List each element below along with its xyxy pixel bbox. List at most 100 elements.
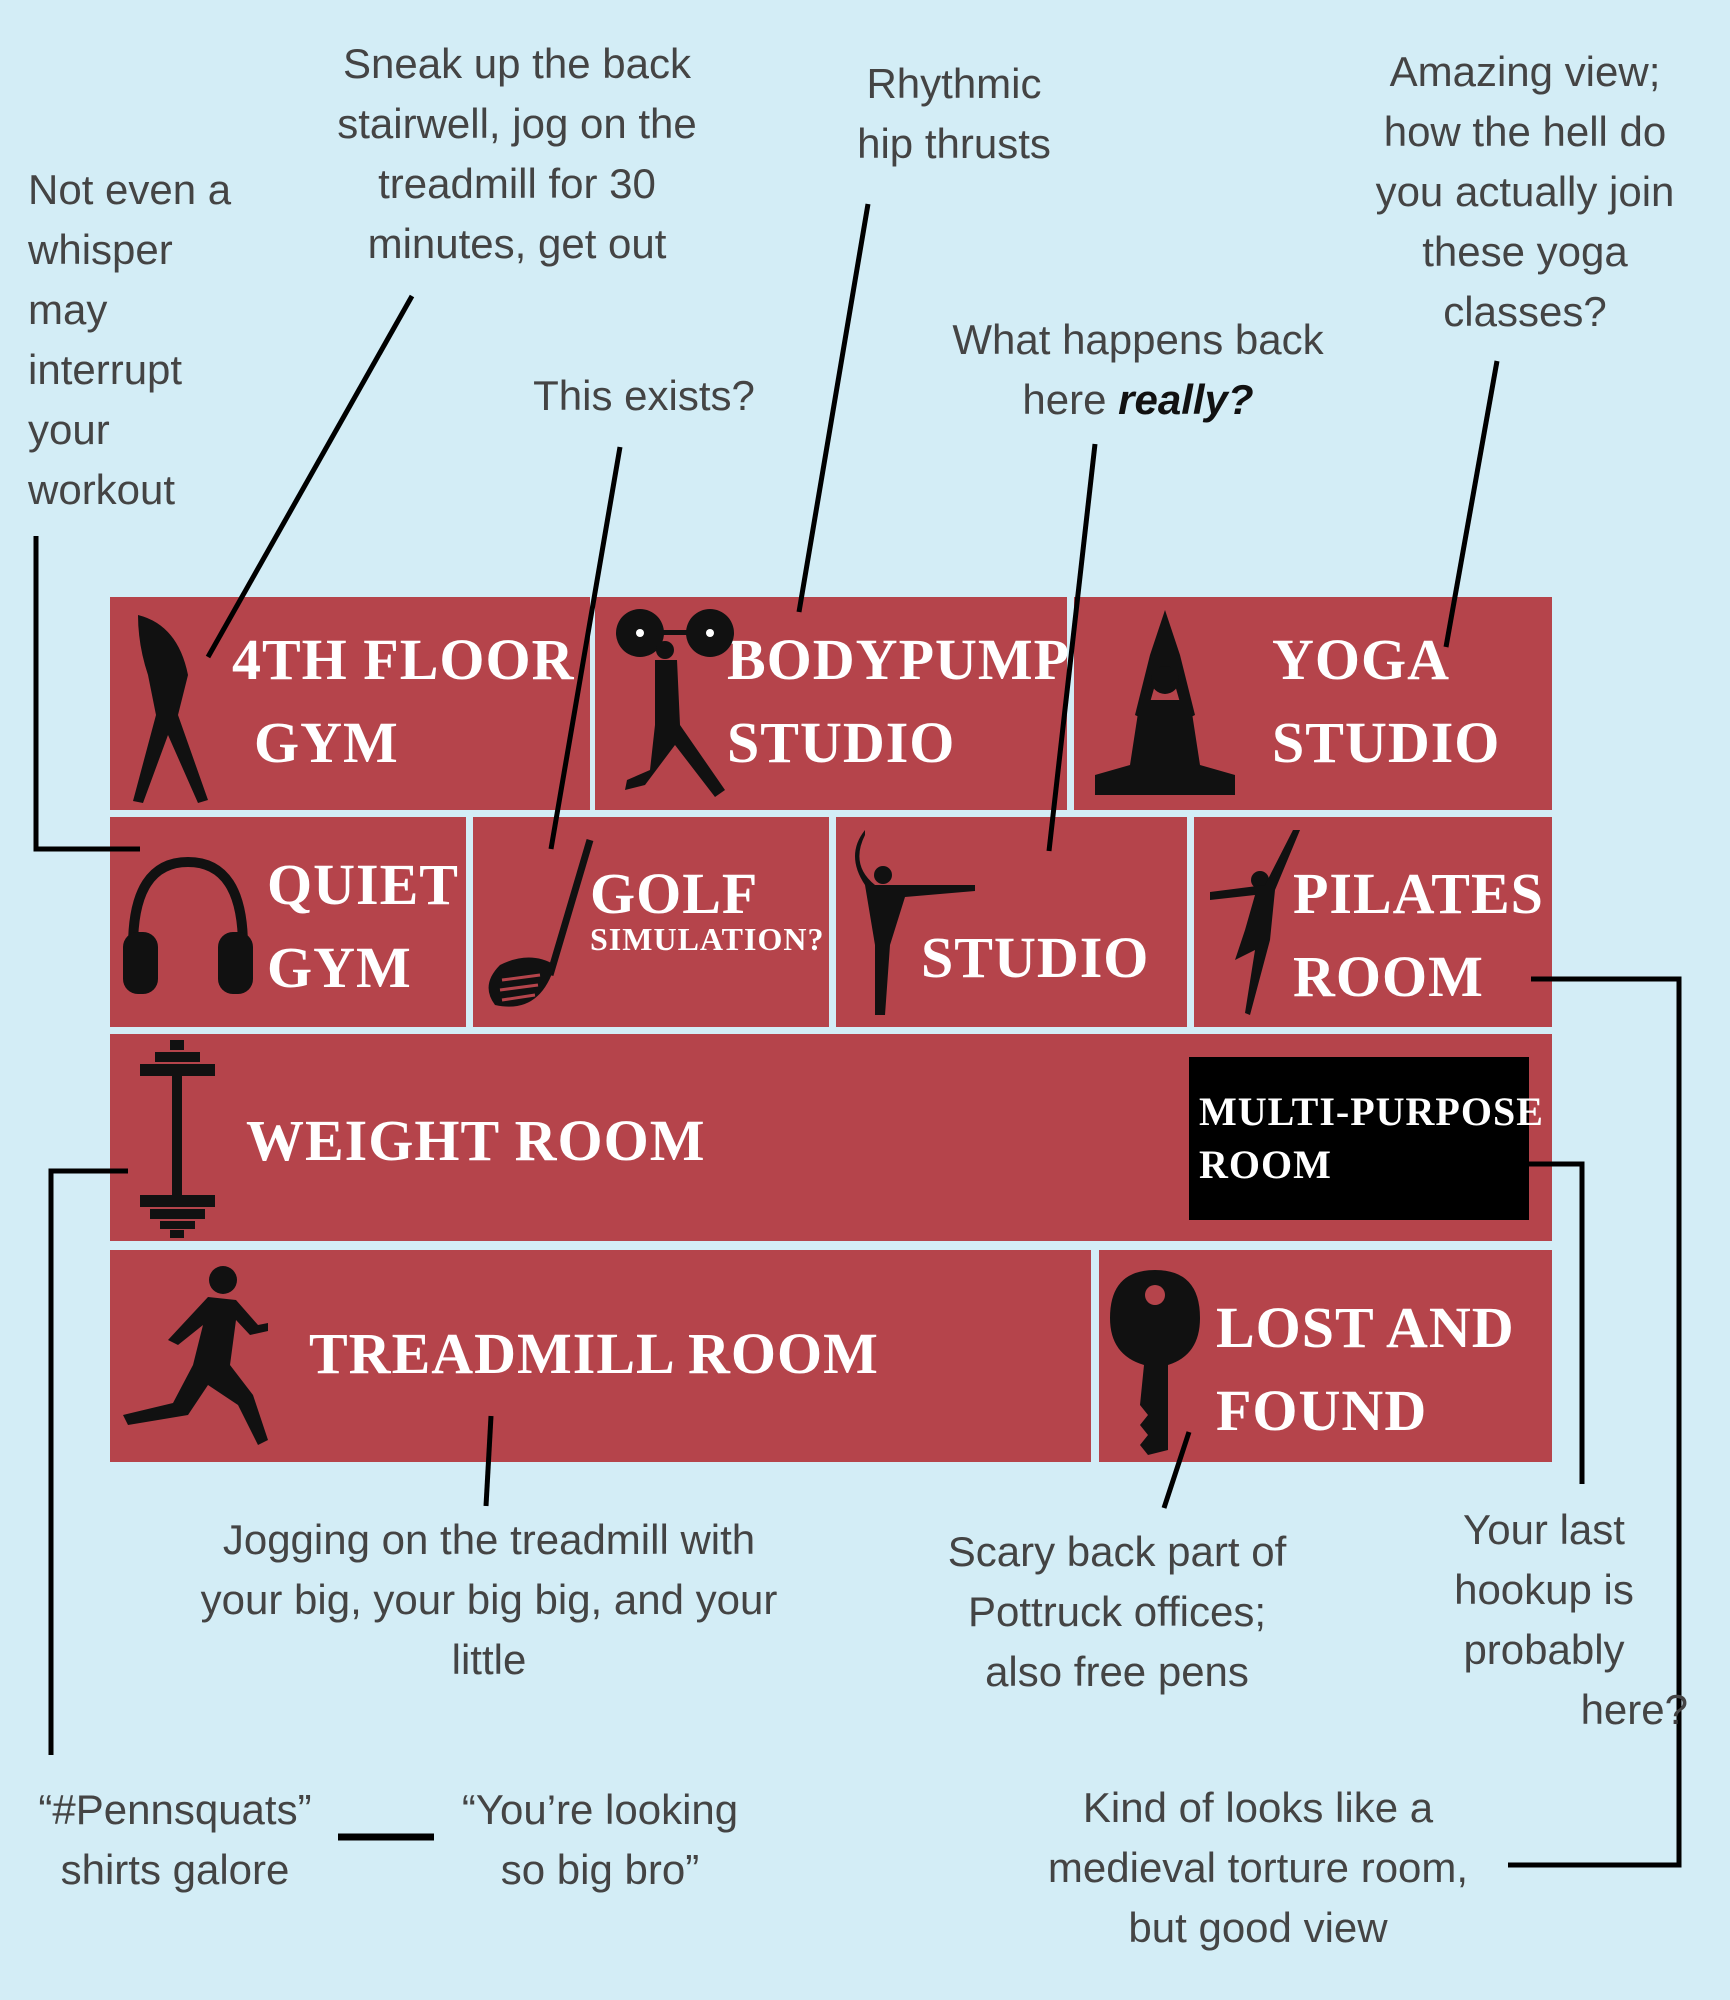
label-line: STUDIO: [921, 925, 1150, 990]
label-yoga-studio: YOGA STUDIO: [1272, 618, 1500, 784]
note-line: so big bro”: [500, 1846, 700, 1893]
label-line: STUDIO: [727, 710, 956, 775]
note-line: treadmill for 30: [378, 160, 656, 207]
note-line: What happens back: [952, 316, 1324, 363]
note-exists: This exists?: [444, 366, 844, 426]
line-yoga: [1443, 360, 1500, 648]
label-line: FOUND: [1216, 1378, 1428, 1443]
runner-icon: [123, 1266, 268, 1445]
note-line: Rhythmic: [866, 60, 1042, 107]
note-scary: Scary back part of Pottruck offices; als…: [917, 1522, 1317, 1702]
note-line: here really?: [888, 370, 1388, 430]
note-torture: Kind of looks like a medieval torture ro…: [983, 1778, 1533, 1958]
note-line: Not even a: [28, 166, 232, 213]
note-line: medieval torture room,: [1047, 1844, 1469, 1891]
note-pennsquats: “#Pennsquats” shirts galore: [0, 1780, 350, 1900]
note-line: probably: [1463, 1626, 1625, 1673]
meditation-icon: [1095, 610, 1235, 795]
label-golf-simulation: GOLF SIMULATION?: [590, 852, 824, 959]
note-line: shirts galore: [60, 1846, 290, 1893]
label-bodypump-studio: BODYPUMP STUDIO: [727, 618, 1070, 784]
label-weight-room: WEIGHT ROOM: [246, 1099, 705, 1182]
note-line: these yoga: [1422, 228, 1628, 275]
line-multi-purpose: [1529, 1161, 1585, 1484]
line-lost-found: [1161, 1431, 1192, 1509]
label-quiet-gym: QUIET GYM: [267, 843, 459, 1009]
label-line: MULTI-PURPOSE: [1199, 1089, 1544, 1134]
line-quiet-gym: [33, 536, 140, 852]
dancer-icon: [855, 830, 975, 1015]
label-line: ROOM: [1293, 944, 1484, 1009]
note-line: Jogging on the treadmill with: [222, 1516, 756, 1563]
note-line: workout: [28, 466, 176, 513]
note-line: classes?: [1443, 288, 1607, 335]
label-line: GYM: [267, 935, 412, 1000]
note-jogging: Jogging on the treadmill with your big, …: [139, 1510, 839, 1690]
line-4th-floor: [205, 294, 415, 659]
note-line: your big, your big big, and your: [200, 1576, 778, 1623]
note-line: Pottruck offices;: [967, 1588, 1267, 1635]
note-line: hip thrusts: [857, 120, 1051, 167]
label-4th-floor-gym: 4TH FLOOR GYM: [232, 618, 575, 784]
note-line: whisper: [28, 226, 173, 273]
note-line: you actually join: [1375, 168, 1675, 215]
note-what-happens: What happens back here really?: [888, 310, 1388, 430]
dumbbell-icon: [140, 1040, 215, 1238]
label-lost-and-found: LOST AND FOUND: [1216, 1286, 1515, 1452]
note-line: how the hell do: [1383, 108, 1667, 155]
note-emphasis: really?: [1118, 376, 1254, 423]
line-golf: [548, 446, 623, 850]
golf-club-icon: [488, 839, 594, 1007]
note-line: Scary back part of: [947, 1528, 1287, 1575]
label-pilates-room: PILATES ROOM: [1293, 852, 1544, 1018]
label-line: SIMULATION?: [590, 921, 825, 957]
multi-purpose-label: MULTI-PURPOSE ROOM: [1199, 1085, 1544, 1191]
note-line: Your last: [1463, 1506, 1625, 1553]
note-line: stairwell, jog on the: [337, 100, 697, 147]
note-line: but good view: [1128, 1904, 1388, 1951]
label-line: TREADMILL ROOM: [309, 1321, 879, 1386]
note-line: Sneak up the back: [343, 40, 691, 87]
note-quiet: Not even a whisper may interrupt your wo…: [28, 160, 231, 520]
note-line: “#Pennsquats”: [38, 1786, 312, 1833]
note-line: your: [28, 406, 110, 453]
room-treadmill-room: [110, 1250, 1091, 1462]
note-line: This exists?: [533, 372, 755, 419]
key-icon: [1110, 1270, 1200, 1455]
note-line: Amazing view;: [1389, 48, 1661, 95]
label-line: PILATES: [1293, 861, 1544, 926]
note-line: “You’re looking: [461, 1786, 739, 1833]
label-line: BODYPUMP: [727, 627, 1071, 692]
note-line: minutes, get out: [367, 220, 667, 267]
line-weight-room: [48, 1168, 128, 1755]
note-line: little: [451, 1636, 527, 1683]
note-line: here?: [1580, 1686, 1688, 1733]
weightlifter-icon: [616, 609, 734, 797]
label-line: LOST AND: [1216, 1295, 1515, 1360]
note-hookup: Your last hookup is probably here?: [1394, 1500, 1694, 1740]
line-treadmill: [483, 1415, 494, 1507]
ballerina-icon: [1210, 830, 1300, 1015]
room-multi-purpose: MULTI-PURPOSE ROOM: [1189, 1057, 1543, 1220]
note-line: also free pens: [985, 1648, 1249, 1695]
label-line: YOGA: [1272, 627, 1450, 692]
headphones-icon: [123, 856, 253, 994]
line-studio: [1046, 443, 1098, 852]
note-text: here: [1022, 376, 1119, 423]
note-big-bro: “You’re looking so big bro”: [425, 1780, 775, 1900]
note-line: may: [28, 286, 108, 333]
note-line: interrupt: [28, 346, 183, 393]
label-line: STUDIO: [1272, 710, 1501, 775]
note-rhythmic: Rhythmic hip thrusts: [754, 54, 1154, 174]
label-line: QUIET: [267, 852, 459, 917]
label-line: 4TH FLOOR: [232, 627, 575, 692]
note-line: hookup is: [1454, 1566, 1634, 1613]
line-pilates: [1508, 976, 1682, 1868]
label-line: GOLF: [590, 861, 759, 926]
label-line: GYM: [254, 710, 399, 775]
stretching-person-icon: [133, 615, 208, 803]
note-sneak: Sneak up the back stairwell, jog on the …: [267, 34, 767, 274]
label-line: ROOM: [1199, 1142, 1332, 1187]
label-treadmill-room: TREADMILL ROOM: [309, 1312, 879, 1395]
note-line: Kind of looks like a: [1082, 1784, 1434, 1831]
